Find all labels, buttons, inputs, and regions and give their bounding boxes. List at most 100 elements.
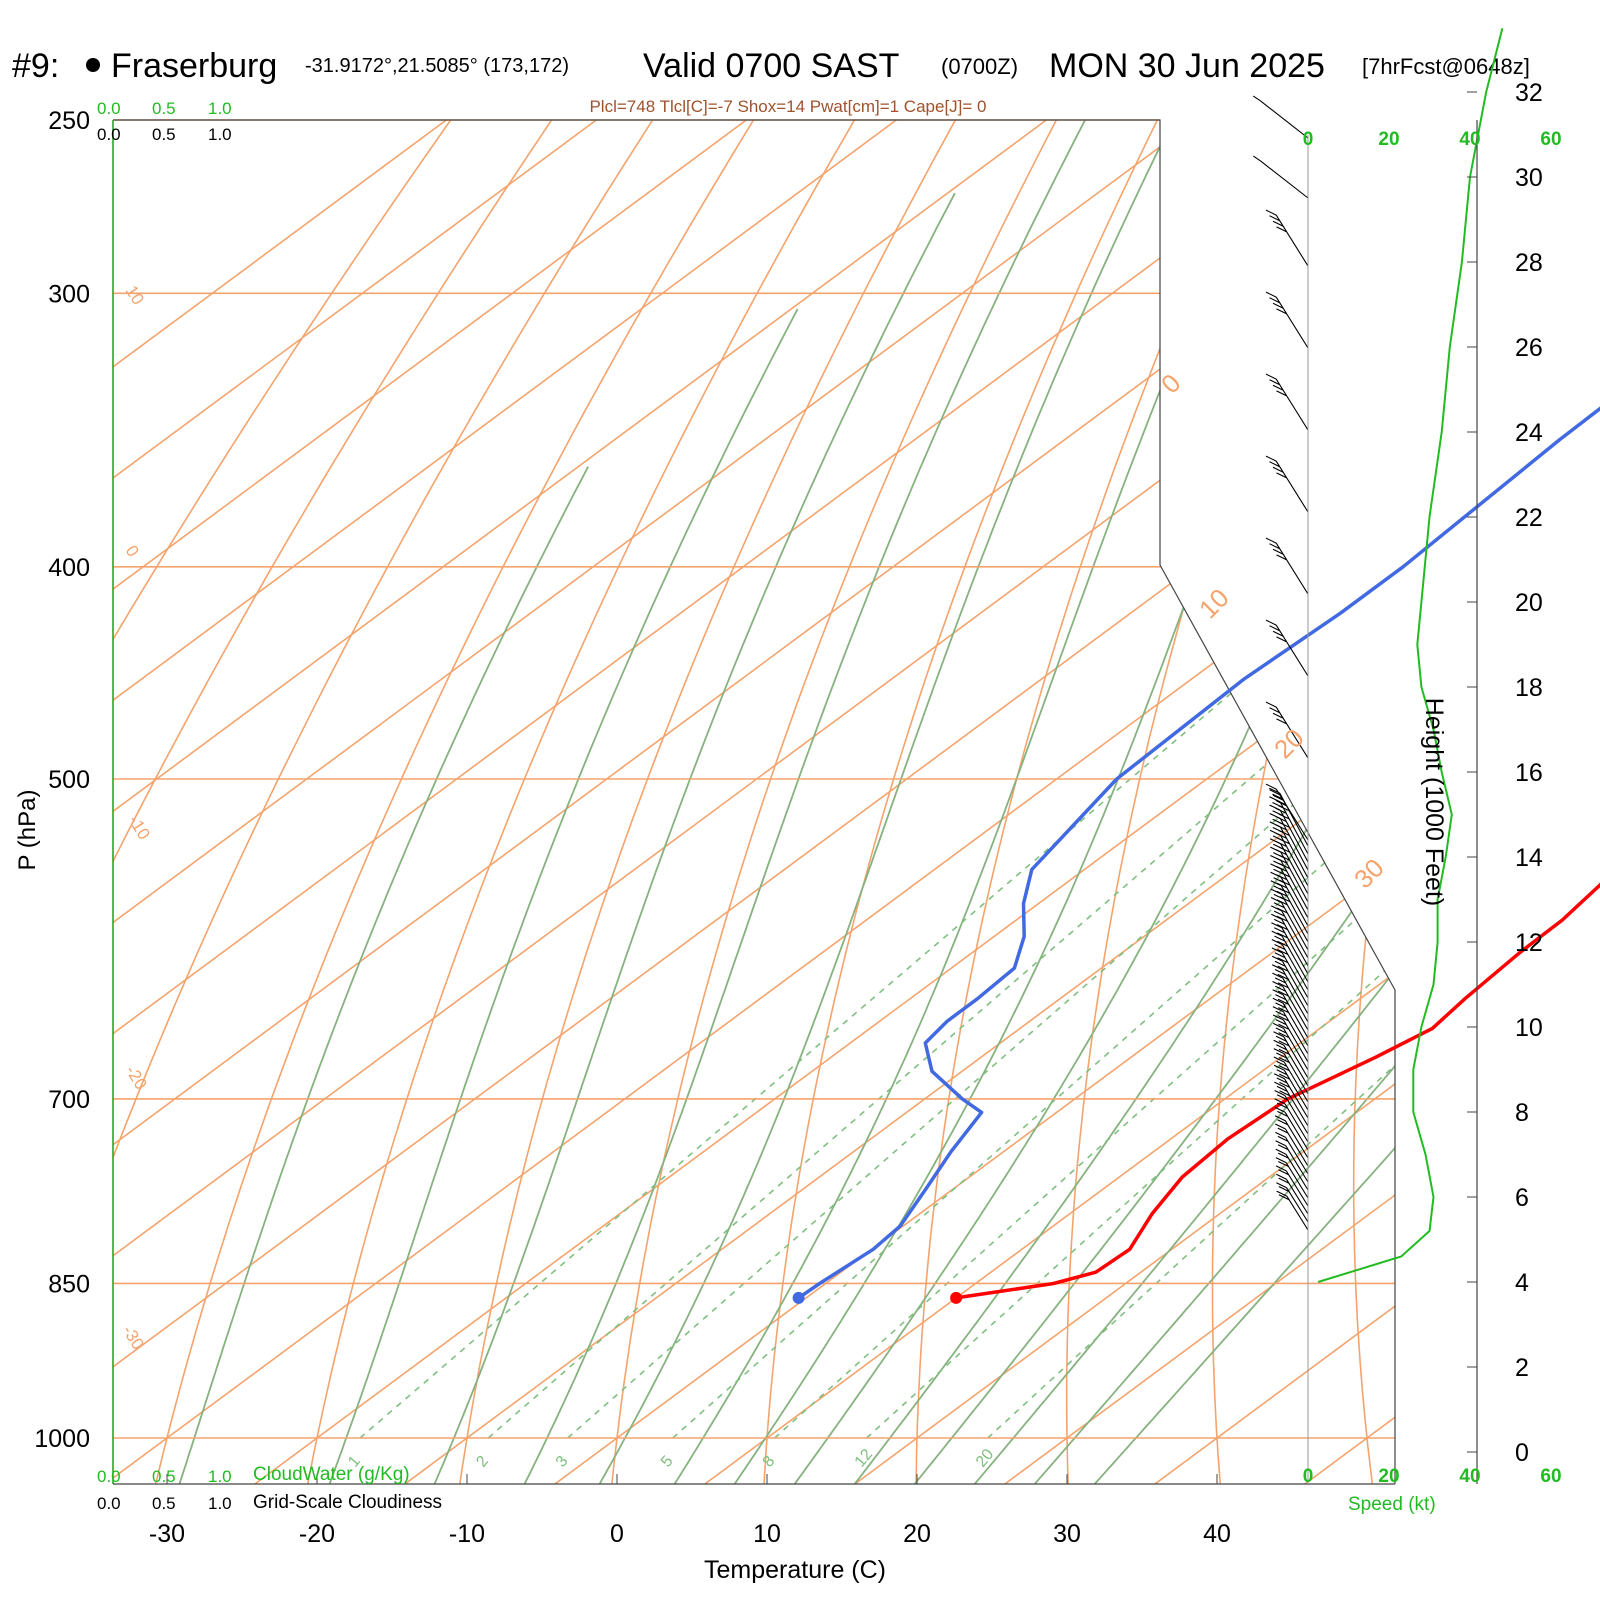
- wind-barb: [1276, 1173, 1309, 1215]
- wind-barb: [1271, 939, 1309, 991]
- height-tick-label: 28: [1515, 249, 1543, 277]
- mixing-ratio-label: 20: [973, 1446, 998, 1471]
- moist-adiabat-line: [598, 120, 1174, 1484]
- isotherm-line: [1153, 120, 1395, 1484]
- isotherm-line: [1003, 120, 1395, 1484]
- cloudiness-tick: 1.0: [208, 1494, 232, 1513]
- pressure-tick-label: 500: [48, 766, 90, 794]
- wind-barb: [1272, 989, 1309, 1039]
- moist-adiabat-line: [1093, 120, 1395, 1484]
- pressure-tick-label: 700: [48, 1086, 90, 1114]
- pressure-tick-label: 300: [48, 280, 90, 308]
- isotherm-label: -20: [122, 1062, 151, 1093]
- moist-adiabat-line: [973, 120, 1395, 1484]
- x-tick-label: -20: [299, 1520, 335, 1548]
- height-tick-label: 6: [1515, 1184, 1529, 1212]
- wind-barb: [1269, 787, 1309, 847]
- dry-adiabat-line: [459, 120, 957, 1484]
- isotherm-line: [113, 120, 1395, 1484]
- x-tick-label: 20: [903, 1520, 931, 1548]
- speed-tick-label: 60: [1540, 1466, 1561, 1487]
- pressure-tick-label: 1000: [34, 1425, 90, 1453]
- speed-tick-label: 20: [1378, 129, 1399, 150]
- cloud-water-tick: 1.0: [208, 1467, 232, 1486]
- speed-tick-label: 0: [1303, 1466, 1314, 1487]
- wind-barb: [1271, 964, 1309, 1015]
- isotherm-line: [113, 120, 1395, 1484]
- isotherm-line: [113, 120, 1197, 1484]
- temperature-line: [955, 882, 1600, 1300]
- wind-speed-line: [1317, 28, 1504, 1283]
- x-axis-title: Temperature (C): [704, 1556, 886, 1584]
- wind-barb: [1265, 373, 1309, 431]
- isotherm-label: 10: [1193, 583, 1235, 625]
- wind-barb: [1271, 922, 1309, 975]
- station-name: Fraserburg: [111, 47, 277, 85]
- mixing-ratio-line: [987, 566, 1395, 1439]
- isotherm-line: [113, 120, 1047, 1484]
- speed-tick-label: 0: [1303, 129, 1314, 150]
- station-coords: -31.9172°,21.5085° (173,172): [305, 55, 569, 77]
- station-dot-icon: [86, 58, 100, 72]
- valid-time: Valid 0700 SAST: [643, 47, 899, 85]
- mixing-ratio-line: [359, 566, 1381, 1439]
- dry-adiabat-line: [1352, 120, 1395, 1484]
- moist-adiabat-line: [178, 466, 589, 1484]
- moist-adiabat-line: [913, 120, 1395, 1484]
- wind-barb: [1252, 95, 1309, 139]
- wind-barb: [1265, 455, 1309, 513]
- wind-barb: [1265, 537, 1309, 595]
- wind-barb: [1275, 1123, 1309, 1167]
- wind-barb: [1274, 1081, 1309, 1127]
- moist-adiabat-line: [328, 308, 799, 1484]
- pressure-tick-label: 250: [48, 107, 90, 135]
- wind-barb: [1272, 1014, 1309, 1063]
- x-tick-label: 40: [1203, 1520, 1231, 1548]
- height-tick-label: 24: [1515, 419, 1543, 447]
- wind-barb: [1252, 155, 1309, 199]
- cloudiness-tick: 0.5: [152, 125, 176, 144]
- mixing-ratio-label: 12: [852, 1446, 877, 1471]
- wind-barb: [1265, 291, 1309, 349]
- isotherm-label: 30: [1348, 853, 1390, 895]
- speed-axis-label: Speed (kt): [1348, 1494, 1436, 1515]
- isotherm-label: -10: [125, 812, 154, 843]
- height-tick-label: 22: [1515, 504, 1543, 532]
- dry-adiabat-line: [1491, 120, 1600, 1484]
- x-tick-label: 0: [610, 1520, 624, 1548]
- header: #9: Fraserburg -31.9172°,21.5085° (173,1…: [12, 47, 1530, 116]
- wind-barb: [1273, 1048, 1309, 1095]
- moist-adiabat-line: [1033, 120, 1395, 1484]
- wind-barb: [1271, 913, 1309, 967]
- dry-adiabat-line: [113, 120, 452, 1484]
- dry-adiabat-line: [915, 120, 1259, 1484]
- wind-barb: [1269, 821, 1309, 879]
- temperature-surface-point: [950, 1291, 963, 1304]
- wind-barb: [1273, 1073, 1309, 1119]
- x-tick-label: 30: [1053, 1520, 1081, 1548]
- isotherm-line: [113, 120, 897, 1484]
- height-tick-label: 14: [1515, 844, 1543, 872]
- wind-barb: [1270, 871, 1309, 927]
- isotherm-line: [113, 120, 597, 1484]
- mixing-ratio-label: 2: [473, 1453, 492, 1471]
- wind-barb: [1272, 1006, 1309, 1055]
- wind-barb: [1274, 1115, 1309, 1159]
- cloudiness-label: Grid-Scale Cloudiness: [253, 1492, 442, 1513]
- height-tick-label: 0: [1515, 1439, 1529, 1467]
- isotherm-label: 10: [122, 282, 148, 308]
- wind-barb: [1275, 1165, 1309, 1207]
- wind-barb: [1271, 930, 1309, 983]
- isotherm-line: [113, 120, 447, 1484]
- moist-adiabat-line: [853, 120, 1395, 1484]
- height-tick-label: 12: [1515, 929, 1543, 957]
- pressure-tick-label: 400: [48, 554, 90, 582]
- wind-barb: [1272, 981, 1309, 1031]
- dry-adiabat-line: [306, 120, 856, 1484]
- wind-barb: [1275, 1148, 1309, 1191]
- wind-barb: [1270, 897, 1309, 951]
- dry-adiabat-line: [113, 120, 654, 1484]
- isotherm-line: [853, 120, 1395, 1484]
- wind-barb: [1272, 972, 1309, 1023]
- isotherm-line: [703, 120, 1395, 1484]
